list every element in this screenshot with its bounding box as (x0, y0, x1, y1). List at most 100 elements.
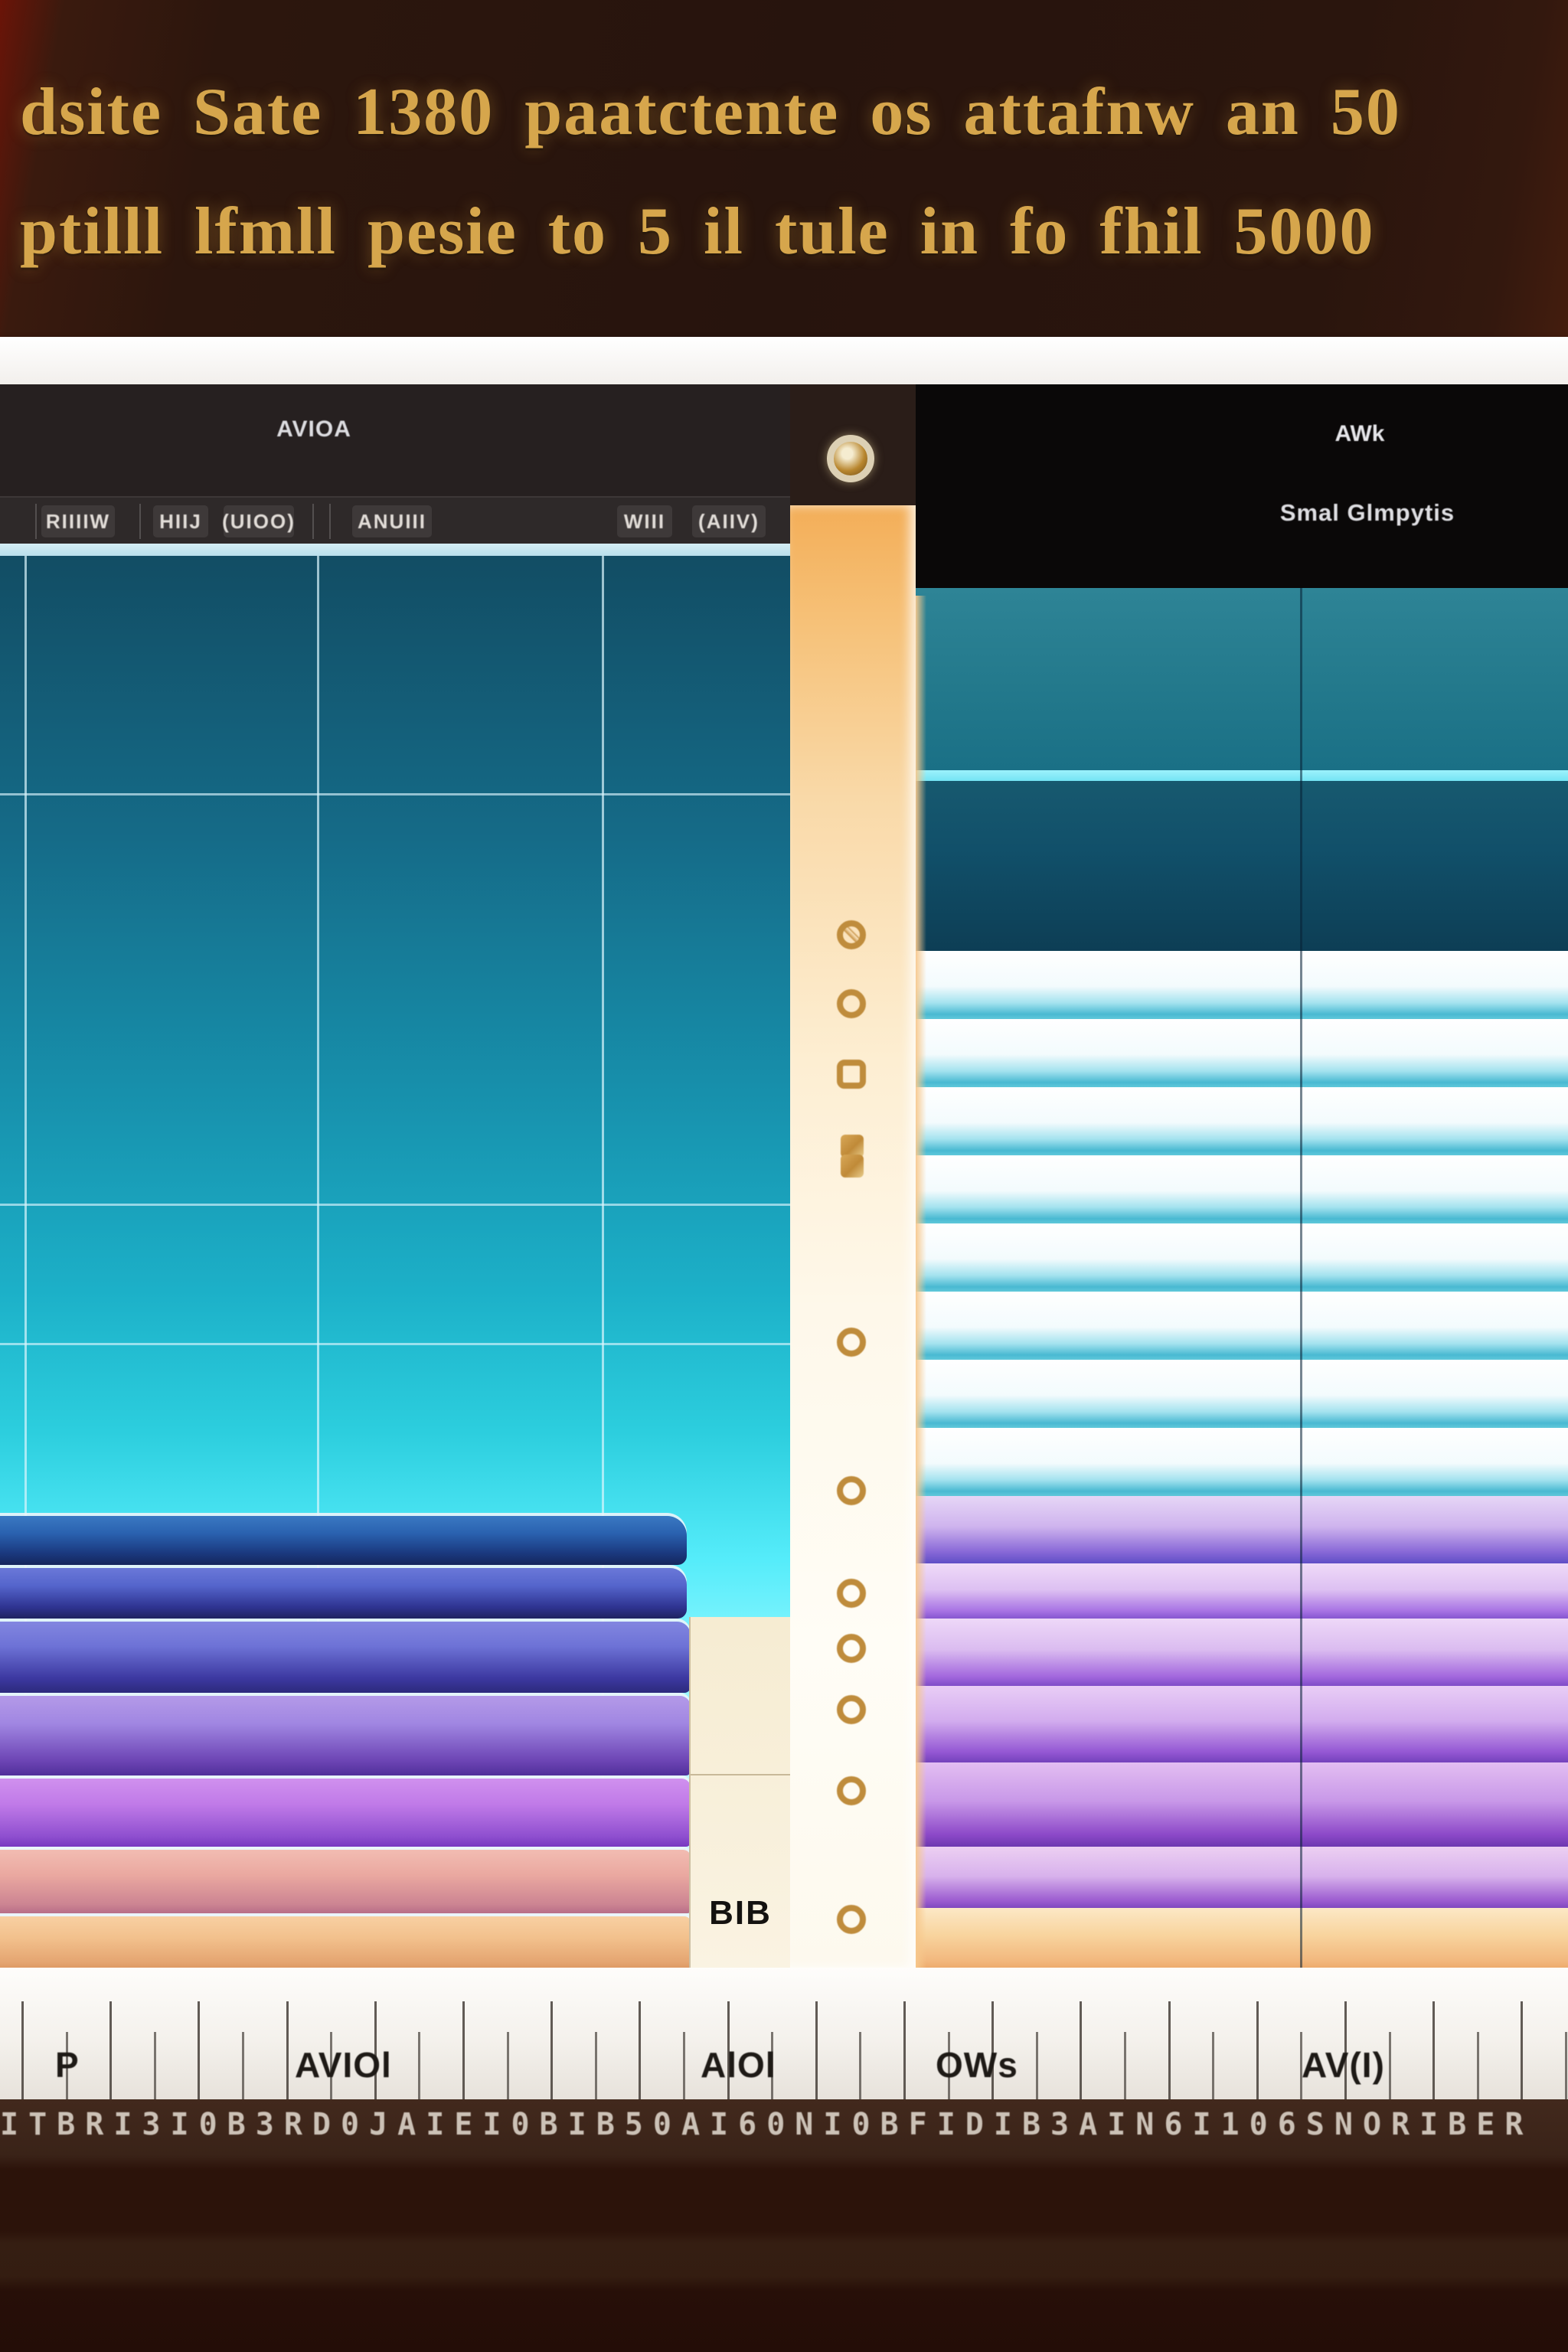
edge-glow (916, 596, 926, 1968)
ruler-label: AVIOl (295, 2045, 392, 2085)
stripe-row (916, 1019, 1568, 1087)
ruler-tick (1300, 2032, 1303, 2099)
ruler-tick (1256, 2001, 1259, 2099)
ring-icon[interactable] (837, 1905, 866, 1934)
toolbar: RIIIIW HIIJ (UIOO) ANUIII WIII (AIIV) (0, 496, 790, 544)
ruler-tick (1035, 2032, 1038, 2099)
toolbar-tab[interactable]: HIIJ (153, 505, 208, 537)
toolbar-divider (139, 504, 141, 539)
note-column: BIB (689, 1617, 790, 1969)
chart-hgrid (0, 556, 790, 1969)
ruler-tick (1168, 2001, 1171, 2099)
stripe-row (916, 1686, 1568, 1762)
ruler-tick (65, 2032, 68, 2099)
ruler-ticks (0, 1968, 1568, 2099)
ruler-tick (1565, 2032, 1567, 2099)
ring-icon[interactable] (837, 1634, 866, 1663)
stripe-row (916, 588, 1568, 770)
banner-line-2: ptilll lfmll pesie to 5 il tule in fo fh… (20, 194, 1375, 269)
note-label: BIB (709, 1894, 772, 1932)
stripe-row (916, 1619, 1568, 1686)
toolbar-divider (35, 504, 37, 539)
sidebar (790, 384, 916, 2259)
ruler-tick (153, 2032, 156, 2099)
ruler-tick (21, 2001, 24, 2099)
note-column-divider (691, 1774, 790, 1775)
stripe-row (916, 781, 1568, 951)
ruler-tick (1124, 2032, 1126, 2099)
stripe-row (916, 1428, 1568, 1496)
toolbar-tab-label: WIII (623, 509, 666, 533)
square-icon[interactable] (837, 1060, 866, 1089)
toolbar-divider (329, 504, 331, 539)
ring-icon[interactable] (837, 1776, 866, 1805)
stacked-bar (0, 1516, 687, 1565)
ruler-tick (550, 2001, 554, 2099)
ring-icon[interactable] (837, 1695, 866, 1724)
ring-icon[interactable] (837, 1328, 866, 1357)
ruler-tick (1212, 2032, 1215, 2099)
chart-vgrid (0, 556, 790, 1969)
horizontal-gridline (0, 1343, 790, 1345)
ring-icon[interactable] (837, 989, 866, 1018)
toolbar-tab-label: (UIOO) (222, 509, 296, 533)
stripe-row (916, 1762, 1568, 1847)
ruler-tick (903, 2001, 906, 2099)
stripe-row (916, 1908, 1568, 1968)
bottom-band: ITBRI3I0B3RD0JAIEI0BIB50AI60NI0BFIDIB3AI… (0, 2099, 1568, 2352)
toolbar-tab[interactable]: (UIOO) (222, 505, 296, 537)
toolbar-divider (312, 504, 314, 539)
stripe-row (916, 951, 1568, 1019)
ring-icon[interactable] (837, 1476, 866, 1505)
top-white-strip (0, 337, 1568, 384)
stripe-row (916, 770, 1568, 781)
ruler-tick (330, 2032, 333, 2099)
ruler: P AVIOl AlOl OWs AV(I) (0, 1968, 1568, 2099)
sidebar-icons (790, 384, 916, 2259)
stripe-row (916, 1360, 1568, 1428)
ruler-tick (1476, 2032, 1479, 2099)
ruler-label: AV(I) (1302, 2045, 1385, 2085)
ruler-tick (109, 2001, 113, 2099)
square-small-icon[interactable] (841, 1135, 864, 1158)
sidebar-header (790, 384, 916, 505)
toolbar-tab[interactable]: ANUIII (352, 505, 432, 537)
stacked-bar (0, 1850, 691, 1913)
ruler-tick (374, 2001, 377, 2099)
square-small-icon[interactable] (841, 1155, 864, 1178)
right-panel-header: AWk Smal Glmpytis (916, 384, 1568, 588)
banner: dsite Sate 1380 paatctente os attafnw an… (0, 0, 1568, 337)
stripe-row (916, 1155, 1568, 1223)
stacked-bar (0, 1622, 691, 1693)
globe-icon[interactable] (837, 920, 866, 949)
stripe-list (916, 588, 1568, 1968)
left-panel-header: AVIOA (0, 384, 790, 496)
left-panel-title: AVIOA (276, 416, 351, 442)
ruler-tick (859, 2032, 862, 2099)
panel-divider-line (1300, 588, 1302, 1968)
stripe-row (916, 1563, 1568, 1619)
toolbar-tab[interactable]: (AIIV) (692, 505, 766, 537)
ruler-tick (198, 2001, 201, 2099)
ruler-tick (771, 2032, 774, 2099)
stripes-host (916, 588, 1568, 1968)
ruler-label: OWs (936, 2045, 1018, 2085)
ruler-tick (1080, 2001, 1083, 2099)
stacked-bar (0, 1568, 687, 1619)
ruler-tick (506, 2032, 509, 2099)
toolbar-tab[interactable]: RIIIIW (41, 505, 115, 537)
toolbar-tab[interactable]: WIII (617, 505, 672, 537)
toolbar-dividers (0, 498, 790, 544)
horizontal-gridline (0, 1204, 790, 1206)
ruler-tick (639, 2001, 642, 2099)
ruler-tick (1432, 2001, 1436, 2099)
stripe-row (916, 1292, 1568, 1360)
ring-large-icon[interactable] (827, 435, 874, 482)
ruler-tick (991, 2001, 995, 2099)
banner-line-1: dsite Sate 1380 paatctente os attafnw an… (20, 75, 1401, 149)
horizontal-gridline (0, 793, 790, 795)
ring-icon[interactable] (837, 1579, 866, 1608)
ruler-label: AlOl (701, 2045, 776, 2085)
right-panel-subtitle: Smal Glmpytis (1279, 499, 1455, 526)
